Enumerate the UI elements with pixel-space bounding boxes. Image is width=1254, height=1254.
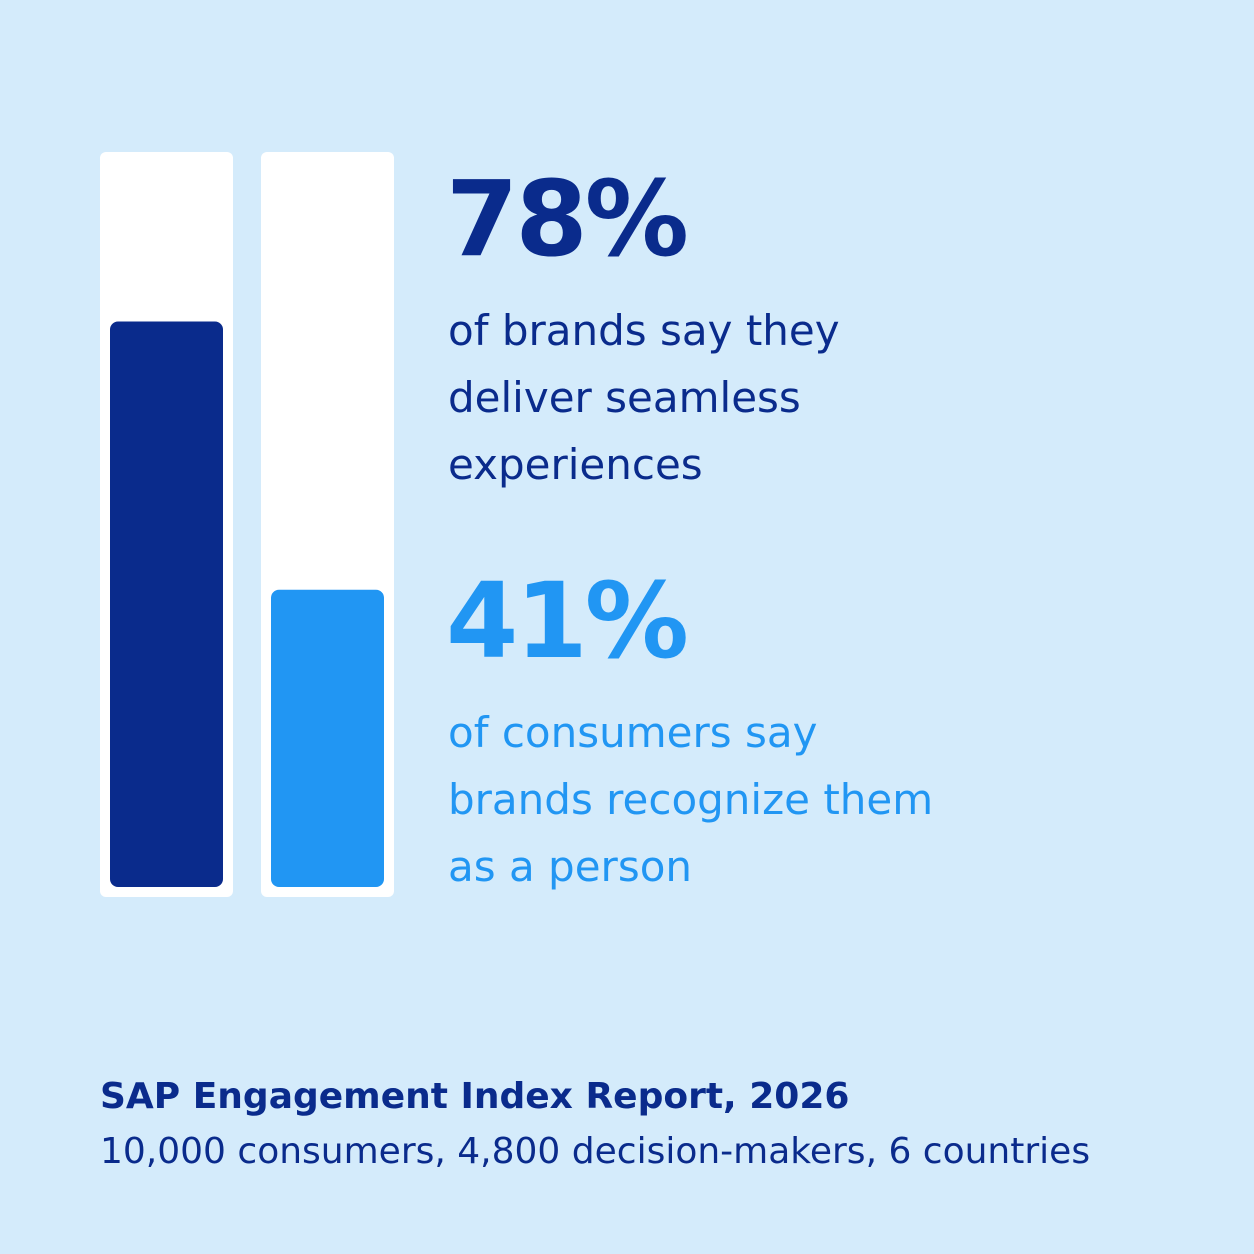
description-line: of consumers say [448,708,817,757]
description-line: brands recognize them [448,775,933,824]
bar [110,321,223,887]
value-label: 78% [446,158,686,280]
bar [271,589,384,887]
source-note: 10,000 consumers, 4,800 decision-makers,… [100,1131,1090,1172]
description-line: experiences [448,440,703,489]
description-line: as a person [448,842,692,891]
value-label: 41% [446,560,686,682]
description-line: of brands say they [448,306,840,355]
source-title: SAP Engagement Index Report, 2026 [100,1076,849,1117]
description-line: deliver seamless [448,373,801,422]
